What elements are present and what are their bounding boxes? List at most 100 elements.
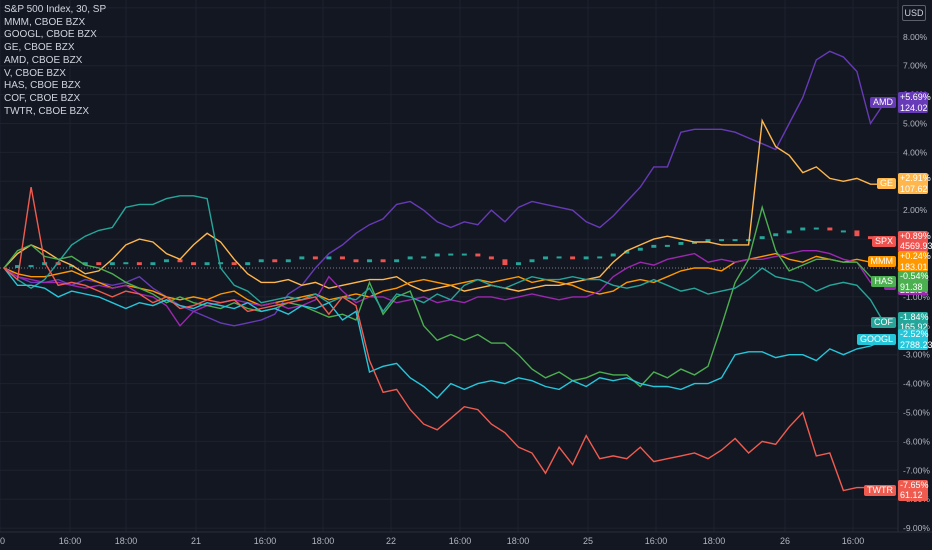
currency-button[interactable]: USD [902, 5, 926, 21]
spx-candle [637, 247, 643, 251]
spx-candle [854, 230, 860, 237]
spx-candle [353, 259, 359, 263]
x-tick-label: 16:00 [59, 536, 82, 546]
series-label-twtr: TWTR [864, 484, 896, 496]
spx-candle [732, 239, 738, 242]
spx-candle [773, 233, 779, 237]
price-tag-price: 2788.23 [900, 339, 932, 350]
legend-twtr[interactable]: TWTR, CBOE BZX [4, 105, 89, 117]
series-line-amd[interactable] [3, 50, 885, 327]
y-tick-label: 2.00% [903, 205, 928, 215]
spx-candle [96, 262, 102, 266]
spx-candle [82, 262, 88, 266]
legend-cof[interactable]: COF, CBOE BZX [4, 92, 81, 104]
spx-candle [867, 236, 873, 240]
spx-candle [69, 265, 75, 268]
spx-candle [570, 256, 576, 260]
spx-candle [529, 259, 535, 263]
x-tick-label: 22 [386, 536, 396, 546]
spx-candle [624, 250, 630, 254]
x-tick-label: 25 [583, 536, 593, 546]
spx-candle [448, 253, 454, 256]
legend-googl[interactable]: GOOGL, CBOE BZX [4, 29, 97, 41]
price-tag-price: 61.12 [900, 490, 923, 501]
series-line-googl[interactable] [3, 267, 885, 399]
price-tag-pct: -7.65% [900, 479, 929, 490]
price-tag-googl: -2.52% 2788.23 [898, 329, 932, 351]
spx-candle [299, 256, 305, 260]
series-label-has: HAS [871, 276, 896, 288]
x-tick-label: 21 [191, 536, 201, 546]
x-axis: 0 16:00 18:00 21 16:00 18:00 22 16:00 18:00 25 16:… [0, 531, 932, 546]
spx-candle [475, 253, 481, 257]
spx-candle [583, 256, 589, 260]
spx-candle [42, 262, 48, 266]
series-line-cof[interactable] [3, 195, 885, 324]
spx-candle [191, 262, 197, 266]
price-tag-twtr: -7.65% 61.12 [898, 479, 929, 501]
y-tick-label: -7.00% [903, 465, 930, 475]
series-line-v[interactable] [3, 249, 885, 327]
spx-candle [813, 227, 819, 230]
price-tag-cof: -1.84% 165.92 [898, 311, 929, 333]
series-label-ge: GE [876, 178, 896, 190]
series-line-ge[interactable] [3, 118, 884, 292]
spx-candle [597, 256, 603, 259]
series-line-twtr[interactable] [3, 186, 885, 492]
spx-candle [421, 256, 427, 259]
price-tag-pct: +0.24% [900, 251, 931, 262]
spx-candle [827, 227, 833, 231]
legend-mmm[interactable]: MMM, CBOE BZX [4, 16, 86, 28]
series-line-has[interactable] [3, 204, 885, 388]
spx-candle [394, 259, 400, 263]
spx-candle [231, 262, 237, 266]
price-tag-price: 165.92 [900, 322, 928, 333]
spx-candle [15, 265, 21, 268]
spx-candle [28, 265, 34, 268]
x-tick-label: 18:00 [312, 536, 335, 546]
price-tag-price: 124.02 [900, 102, 928, 113]
legend-amd[interactable]: AMD, CBOE BZX [4, 54, 83, 66]
legend-title[interactable]: S&P 500 Index, 30, SP [4, 4, 107, 15]
price-tag-ge: +2.91% 107.62 [898, 173, 931, 195]
spx-candle [664, 244, 670, 247]
spx-candles [15, 227, 887, 268]
y-tick-label: 8.00% [903, 32, 928, 42]
spx-candle [163, 259, 169, 263]
spx-candle [556, 256, 562, 259]
grid [0, 0, 898, 532]
x-tick-label: 26 [780, 536, 790, 546]
series-lines [3, 50, 885, 492]
price-tag-price: 4569.93 [900, 241, 932, 252]
spx-candle [136, 262, 142, 266]
spx-candle [245, 262, 251, 266]
series-line-mmm[interactable] [3, 252, 884, 307]
series-label-amd: AMD [870, 97, 896, 109]
y-tick-label: -3.00% [903, 350, 930, 360]
spx-candle [123, 262, 129, 265]
spx-candle [272, 259, 278, 263]
spx-candle [800, 227, 806, 231]
spx-candle [204, 262, 210, 266]
spx-candle [515, 262, 521, 266]
spx-candle [502, 259, 508, 266]
spx-candle [367, 259, 373, 263]
price-tag-has: -0.54% 91.38 [898, 271, 929, 293]
x-tick-label: 18:00 [115, 536, 138, 546]
spx-candle [285, 259, 291, 263]
spx-candle [407, 256, 413, 260]
x-tick-label: 16:00 [449, 536, 472, 546]
spx-candle [258, 259, 264, 263]
y-tick-label: 4.00% [903, 147, 928, 157]
legend-v[interactable]: V, CBOE BZX [4, 67, 66, 79]
spx-candle [434, 253, 440, 257]
legend-ge[interactable]: GE, CBOE BZX [4, 42, 75, 54]
chart-legend: S&P 500 Index, 30, SP MMM, CBOE BZX GOOG… [4, 4, 106, 118]
x-tick-label: 16:00 [254, 536, 277, 546]
spx-candle [705, 239, 711, 242]
x-tick-label: 18:00 [507, 536, 530, 546]
legend-has[interactable]: HAS, CBOE BZX [4, 80, 81, 92]
series-label-spx: SPX [871, 235, 896, 247]
series-label-googl: GOOGL [856, 334, 896, 346]
